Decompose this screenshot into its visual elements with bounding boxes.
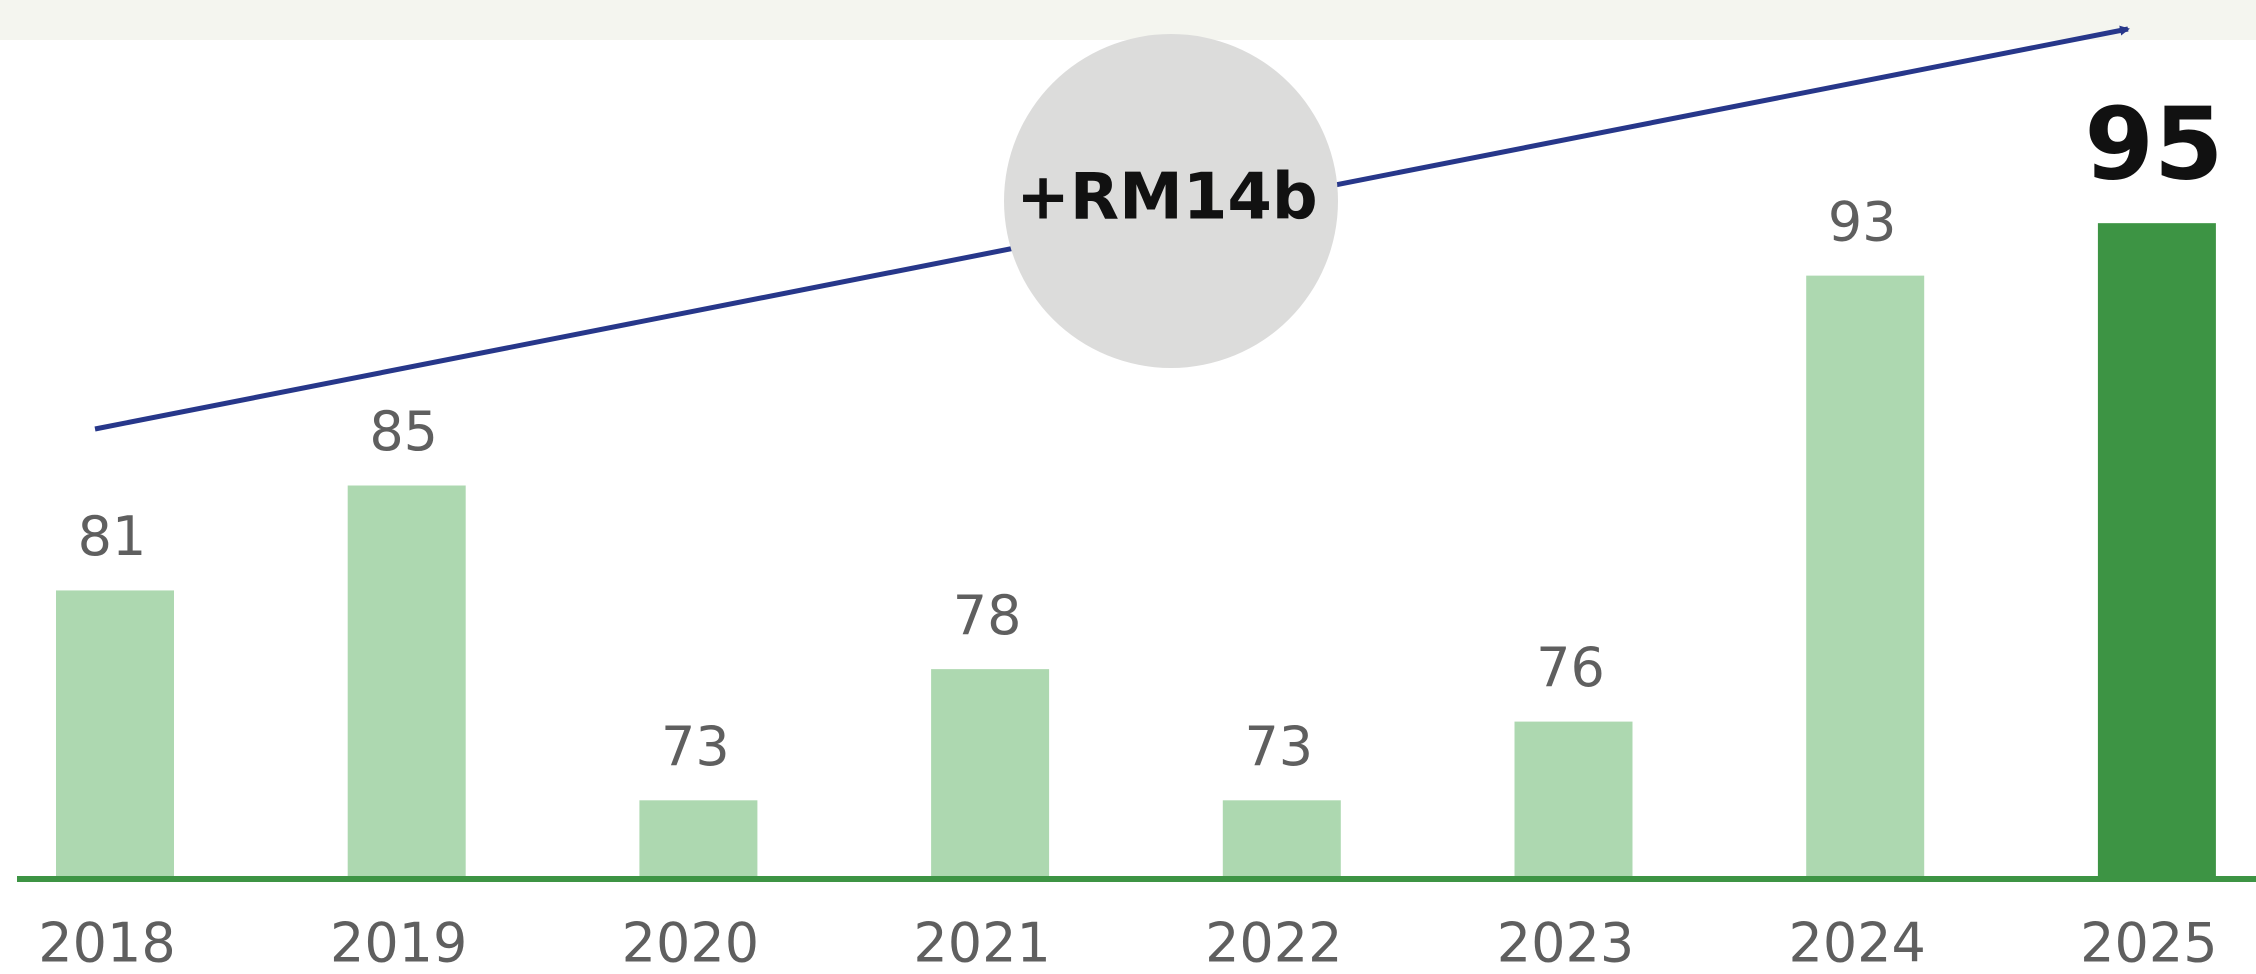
x-tick-label: 2021 [913, 912, 1050, 974]
bars: 2018 81 2019 85 2020 73 2021 78 2022 73 2023 76 2024… [38, 86, 2223, 974]
x-tick-label: 2018 [38, 912, 175, 974]
bar [1222, 800, 1341, 879]
bar [1806, 275, 1925, 880]
bar [1514, 721, 1633, 879]
x-tick-label: 2023 [1497, 912, 1634, 974]
value-label: 76 [1536, 636, 1605, 699]
value-label: 85 [369, 400, 438, 463]
value-label: 73 [661, 715, 730, 778]
value-label: 93 [1828, 190, 1897, 253]
x-tick-label: 2024 [1788, 912, 1925, 974]
value-label: 73 [1244, 715, 1313, 778]
annotation-circle [1004, 34, 1338, 368]
background-strip [0, 0, 2256, 40]
value-label: 95 [2084, 86, 2223, 203]
x-tick-label: 2020 [622, 912, 759, 974]
bar [931, 669, 1050, 879]
bar [2097, 223, 2216, 879]
bar [347, 485, 466, 879]
value-label: 81 [78, 505, 147, 568]
annotation: +RM14b [1016, 161, 1317, 235]
value-label: 78 [953, 584, 1022, 647]
x-tick-label: 2019 [330, 912, 467, 974]
bar [639, 800, 758, 879]
x-tick-label: 2025 [2080, 912, 2217, 974]
bar [56, 590, 174, 879]
x-tick-label: 2022 [1205, 912, 1342, 974]
